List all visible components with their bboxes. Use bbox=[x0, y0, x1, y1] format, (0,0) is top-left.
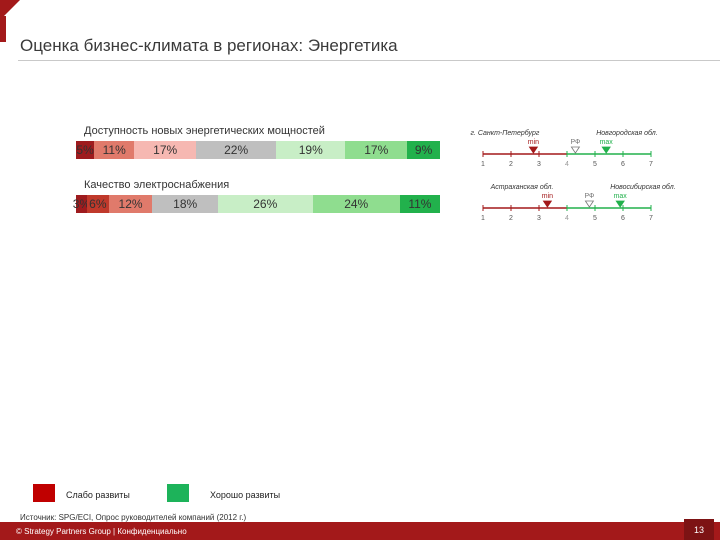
title-divider bbox=[18, 60, 720, 61]
scale-marker-label: min bbox=[528, 139, 539, 146]
scale-marker-rf bbox=[570, 146, 581, 154]
bar-segment-label: 18% bbox=[173, 197, 198, 211]
scale-chart-quality: 1 2 3 4 5 6 7 min Астраханская обл. РФ max Новосиби… bbox=[481, 183, 676, 222]
bar-segment: 3% bbox=[72, 195, 91, 213]
scale-marker-label: max bbox=[614, 193, 628, 200]
scale-tick-label: 7 bbox=[649, 215, 653, 222]
scale-marker-label: max bbox=[600, 139, 614, 146]
bar-segment-label: 22% bbox=[224, 143, 249, 157]
scale-region-label: Новгородская обл. bbox=[596, 129, 658, 137]
bar-segment-label: 11% bbox=[408, 197, 432, 211]
scale-tick-label: 1 bbox=[481, 161, 485, 168]
chart-title-quality: Качество электроснабжения bbox=[84, 179, 230, 191]
scale-tick-label: 3 bbox=[537, 161, 541, 168]
scale-tick-label: 2 bbox=[509, 161, 513, 168]
bar-segment-label: 19% bbox=[298, 143, 323, 157]
bar-segment-label: 12% bbox=[118, 197, 143, 211]
bar-segment: 6% bbox=[86, 195, 109, 213]
stacked-bar-quality: 3% 6% 12% 18% 26% 24% 11% bbox=[72, 195, 440, 213]
scale-region-label: г. Санкт-Петербург bbox=[470, 129, 539, 137]
bar-segment-label: 17% bbox=[153, 143, 178, 157]
footer-bar bbox=[0, 522, 720, 540]
scale-region-label: Астраханская обл. bbox=[490, 183, 554, 191]
chart-title-availability: Доступность новых энергетических мощност… bbox=[84, 125, 325, 137]
bar-segment: 11% bbox=[399, 195, 440, 213]
bar-segment-label: 5% bbox=[76, 143, 94, 157]
bar-segment-label: 6% bbox=[89, 197, 107, 211]
scale-tick-label: 6 bbox=[621, 215, 625, 222]
bar-segment-label: 24% bbox=[344, 197, 369, 211]
scale-tick-label: 7 bbox=[649, 161, 653, 168]
page-number: 13 bbox=[684, 519, 714, 540]
bar-segment-label: 11% bbox=[102, 143, 126, 157]
scale-marker-min bbox=[542, 200, 553, 208]
bar-segment: 18% bbox=[152, 195, 218, 213]
scale-marker-label: РФ bbox=[584, 193, 594, 200]
bar-segment-label: 9% bbox=[414, 143, 433, 157]
brand-corner bbox=[0, 0, 20, 20]
source-note: Источник: SPG/ECI, Опрос руководителей к… bbox=[20, 513, 247, 522]
scale-chart-availability: 1 2 3 4 5 6 7 min г. Санкт-Петербург РФ max Новгоро… bbox=[470, 129, 658, 168]
bar-segment-label: 26% bbox=[253, 197, 278, 211]
legend-weak-label: Слабо развиты bbox=[66, 490, 130, 500]
bar-segment: 5% bbox=[76, 141, 95, 159]
bar-segment: 17% bbox=[345, 141, 408, 159]
bar-segment: 9% bbox=[407, 141, 440, 159]
scale-tick-label: 3 bbox=[537, 215, 541, 222]
scale-marker-label: min bbox=[542, 193, 553, 200]
bar-segment: 12% bbox=[108, 195, 153, 213]
legend-strong-swatch bbox=[167, 484, 189, 502]
scale-marker-max bbox=[601, 146, 611, 154]
scale-tick-label: 6 bbox=[621, 161, 625, 168]
bar-segment: 24% bbox=[312, 195, 400, 213]
scale-marker-max bbox=[615, 200, 625, 208]
scale-region-label: Новосибирская обл. bbox=[610, 183, 675, 191]
legend-weak-swatch bbox=[33, 484, 55, 502]
scale-tick-label: 4 bbox=[565, 161, 569, 168]
bar-segment: 26% bbox=[217, 195, 313, 213]
page-title: Оценка бизнес-климата в регионах: Энерге… bbox=[20, 36, 398, 55]
scale-marker-min bbox=[528, 146, 539, 154]
bar-segment: 11% bbox=[94, 141, 135, 159]
brand-stripe bbox=[0, 16, 6, 42]
scale-tick-label: 4 bbox=[565, 215, 569, 222]
bar-segment: 22% bbox=[196, 141, 277, 159]
footer-text: © Strategy Partners Group | Конфиденциал… bbox=[16, 527, 187, 536]
legend-strong-label: Хорошо развиты bbox=[210, 490, 281, 500]
bar-segment: 19% bbox=[276, 141, 346, 159]
scale-tick-label: 5 bbox=[593, 161, 597, 168]
scale-marker-label: РФ bbox=[570, 139, 580, 146]
bar-segment: 17% bbox=[134, 141, 197, 159]
bar-segment-label: 3% bbox=[72, 197, 91, 211]
scale-tick-label: 1 bbox=[481, 215, 485, 222]
scale-tick-label: 2 bbox=[509, 215, 513, 222]
scale-marker-rf bbox=[584, 200, 595, 208]
scale-tick-label: 5 bbox=[593, 215, 597, 222]
stacked-bar-availability: 5% 11% 17% 22% 19% 17% 9% bbox=[76, 141, 440, 159]
bar-segment-label: 17% bbox=[364, 143, 389, 157]
